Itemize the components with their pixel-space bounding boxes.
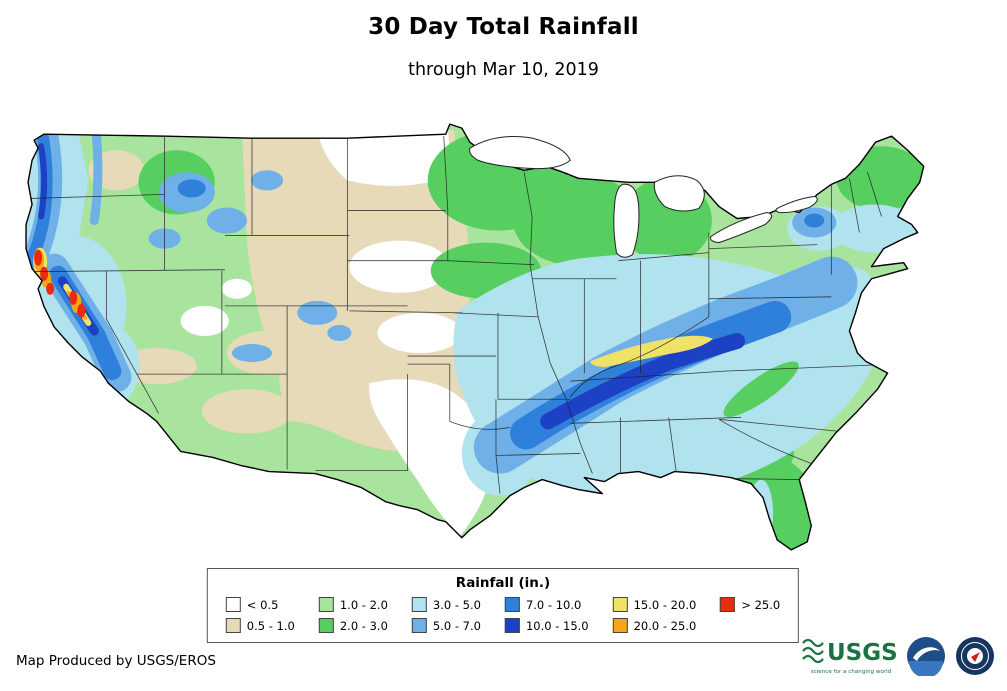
legend-item: 15.0 - 20.0 xyxy=(612,597,697,612)
noaa-logo xyxy=(907,637,945,676)
legend-item: > 25.0 xyxy=(720,597,780,612)
legend-swatch xyxy=(504,618,520,633)
legend-title: Rainfall (in.) xyxy=(455,575,551,591)
lake-huron xyxy=(653,175,705,212)
lake-michigan xyxy=(613,183,640,258)
us-rainfall-map xyxy=(25,123,925,551)
state-borders xyxy=(26,136,882,494)
legend-swatch xyxy=(225,618,241,633)
legend-item: 0.5 - 1.0 xyxy=(225,618,295,633)
nws-storm-icon xyxy=(971,652,980,662)
usgs-logo: USGS science for a changing world xyxy=(802,638,897,675)
legend-label: < 0.5 xyxy=(246,597,279,612)
legend-item: 5.0 - 7.0 xyxy=(411,618,481,633)
noaa-seagull-icon xyxy=(913,647,940,661)
legend-label: 0.5 - 1.0 xyxy=(246,618,295,633)
rainfall-layer xyxy=(26,124,924,550)
legend-swatch xyxy=(504,597,520,612)
usgs-logo-text: USGS xyxy=(827,640,897,666)
legend-swatch xyxy=(612,618,628,633)
page-subtitle: through Mar 10, 2019 xyxy=(408,60,599,80)
lake-ontario xyxy=(775,195,818,214)
nws-logo xyxy=(956,637,994,675)
legend-label: > 25.0 xyxy=(741,597,781,612)
legend-swatch xyxy=(318,618,334,633)
map-container xyxy=(16,118,990,564)
page-title: 30 Day Total Rainfall xyxy=(368,14,639,40)
legend-item: < 0.5 xyxy=(225,597,295,612)
great-lakes xyxy=(469,136,818,258)
legend-item: 2.0 - 3.0 xyxy=(318,618,388,633)
legend-label: 5.0 - 7.0 xyxy=(432,618,481,633)
legend-label: 1.0 - 2.0 xyxy=(339,597,388,612)
legend-label: 7.0 - 10.0 xyxy=(525,597,582,612)
legend-label: 10.0 - 15.0 xyxy=(525,618,589,633)
legend-swatch xyxy=(612,597,628,612)
legend-swatch xyxy=(225,597,241,612)
lake-erie xyxy=(710,211,773,244)
lake-superior xyxy=(469,136,571,170)
legend-label: 20.0 - 25.0 xyxy=(633,618,697,633)
legend-item: 3.0 - 5.0 xyxy=(411,597,481,612)
legend-swatch xyxy=(318,597,334,612)
logo-cluster: USGS science for a changing world xyxy=(801,634,995,678)
legend-label: 3.0 - 5.0 xyxy=(432,597,481,612)
legend-item: 20.0 - 25.0 xyxy=(612,618,697,633)
legend-swatch xyxy=(720,597,736,612)
us-outline xyxy=(25,123,925,551)
legend-label: 15.0 - 20.0 xyxy=(633,597,697,612)
legend: Rainfall (in.) < 0.5 0.5 - 1.0 1.0 - 2.0 2.… xyxy=(206,568,800,643)
usgs-wave-icon xyxy=(802,638,824,664)
legend-swatch xyxy=(411,618,427,633)
legend-label: 2.0 - 3.0 xyxy=(339,618,388,633)
usgs-logo-tagline: science for a changing world xyxy=(811,669,892,675)
map-credit: Map Produced by USGS/EROS xyxy=(16,653,216,669)
legend-swatch xyxy=(411,597,427,612)
legend-item: 7.0 - 10.0 xyxy=(504,597,589,612)
legend-item: 1.0 - 2.0 xyxy=(318,597,388,612)
legend-item: 10.0 - 15.0 xyxy=(504,618,589,633)
legend-items: < 0.5 0.5 - 1.0 1.0 - 2.0 2.0 - 3.0 3.0 - 5.… xyxy=(225,597,780,633)
